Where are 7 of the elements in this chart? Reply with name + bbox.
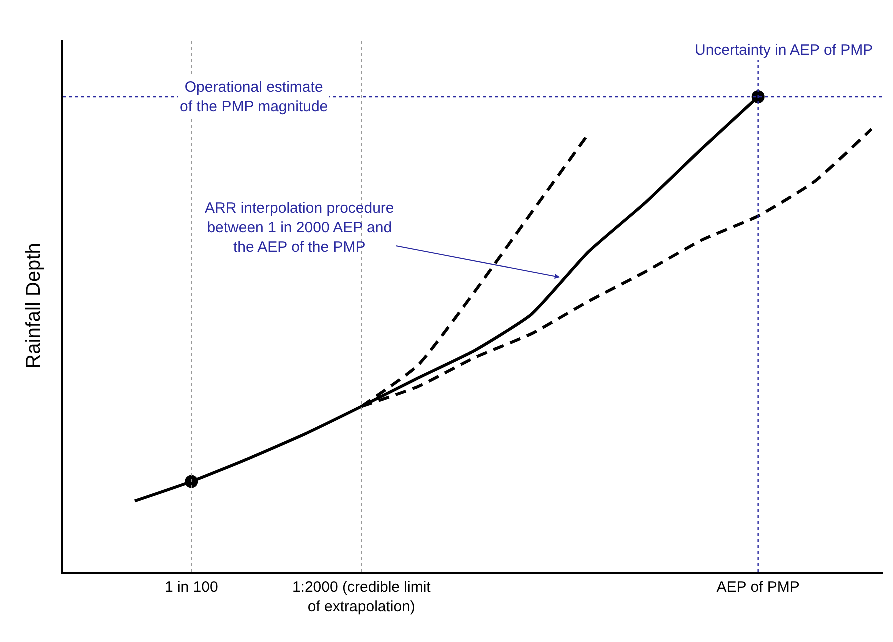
x-tick-label: 1 in 100 bbox=[164, 579, 218, 596]
y-axis-title: Rainfall Depth bbox=[23, 243, 45, 369]
x-tick-label: 1:2000 (credible limit of extrapolation) bbox=[292, 579, 432, 616]
text: Uncertainty in AEP of PMP bbox=[695, 42, 874, 59]
annotation: ARR interpolation procedure between 1 in 2000 AEP and the AEP of the PMP bbox=[205, 200, 394, 256]
x-tick-label: AEP of PMP bbox=[716, 579, 800, 596]
annotation: Operational estimate of the PMP magnitude bbox=[180, 79, 328, 116]
